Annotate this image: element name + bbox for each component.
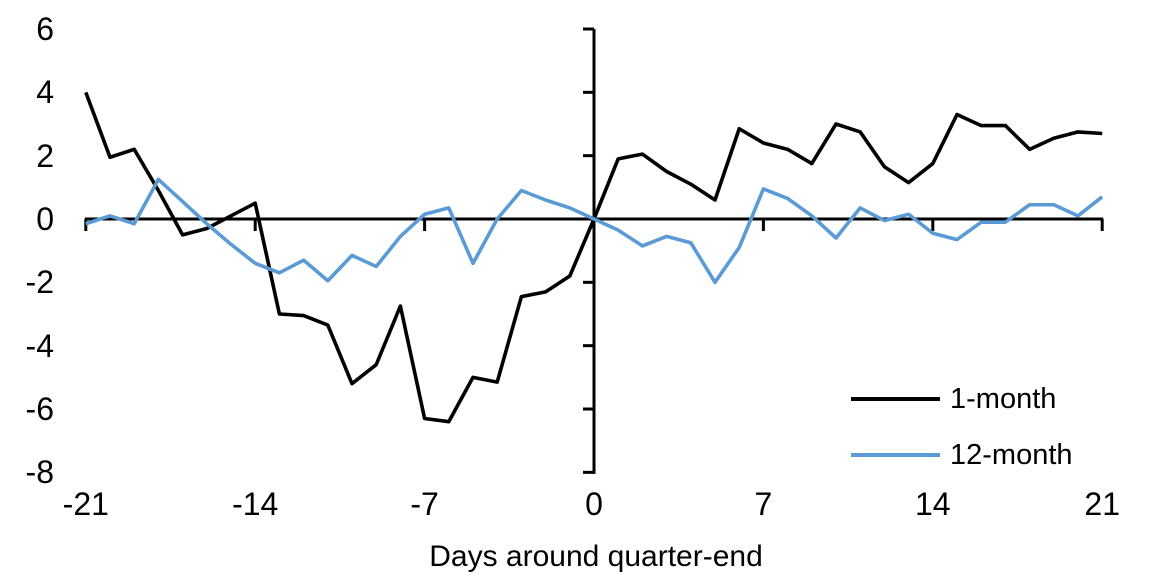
legend: 1-month 12-month — [851, 384, 1073, 496]
series-line-12-month — [85, 177, 1104, 285]
x-tick-label: 7 — [754, 486, 773, 522]
legend-line-swatch-blue — [851, 453, 940, 457]
x-tick-label: -21 — [62, 486, 109, 522]
y-tick-label: 0 — [36, 201, 54, 237]
y-tick-label: 4 — [36, 74, 54, 111]
y-tick-label: -2 — [25, 264, 54, 301]
legend-label: 1-month — [950, 383, 1057, 415]
y-tick-label: 2 — [36, 137, 54, 174]
legend-line-swatch-black — [851, 397, 940, 401]
y-tick-label: -4 — [25, 327, 54, 364]
x-axis-title: Days around quarter-end — [429, 540, 763, 573]
x-tick-label: -14 — [232, 486, 279, 522]
x-tick-label: 21 — [1084, 486, 1120, 522]
x-tick-label: 0 — [585, 486, 603, 522]
x-tick-label: 14 — [915, 486, 951, 522]
legend-label: 12-month — [950, 439, 1073, 471]
legend-item-12-month: 12-month — [851, 440, 1073, 470]
y-tick-label: -8 — [25, 454, 54, 491]
legend-item-1-month: 1-month — [851, 384, 1073, 414]
y-tick-label: -6 — [25, 391, 54, 427]
y-tick-label: 6 — [36, 10, 54, 47]
x-tick-label: -7 — [410, 486, 439, 522]
